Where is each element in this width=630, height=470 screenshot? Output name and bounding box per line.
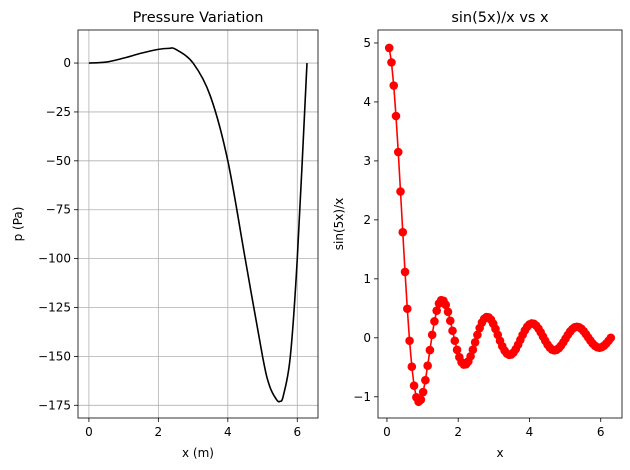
data-point-marker [427,330,437,340]
x-tick-label: 2 [454,425,462,439]
y-tick-label: 0 [363,331,371,345]
chart-title: sin(5x)/x vs x [451,10,549,26]
x-tick-label: 0 [383,425,391,439]
data-point-marker [416,395,426,404]
y-tick-label: −125 [38,301,71,315]
x-tick-label: 4 [526,425,534,439]
data-point-marker [473,330,482,340]
grid [78,30,318,418]
y-axis-label: sin(5x)/x [332,198,346,250]
axis-ticks: 0 2 4 6 0 −25 −50 −75 −100 −125 −150 −175 [38,56,301,439]
data-point-marker [450,336,460,346]
data-point-marker [606,333,616,343]
data-point-marker [405,336,414,346]
x-tick-label: 2 [155,425,163,439]
y-tick-label: −100 [38,252,71,266]
data-point-marker [396,187,405,196]
plot-frame [77,29,319,419]
data-point-marker [398,227,408,237]
axis-ticks: 0 2 4 6 −1 0 1 2 3 4 5 [353,36,604,439]
y-tick-label: 2 [363,213,371,227]
pressure-series-line [88,47,308,403]
data-point-marker [387,58,396,67]
data-point-marker [430,317,439,326]
data-point-marker [443,307,453,317]
y-tick-label: 1 [363,272,371,286]
y-tick-label: −150 [38,349,71,363]
data-point-marker [468,345,478,354]
data-point-marker [445,316,455,326]
x-tick-label: 4 [224,425,232,439]
data-point-marker [441,300,451,310]
data-point-marker [418,387,428,397]
data-point-marker [452,345,462,355]
data-point-marker [432,306,441,315]
y-tick-label: −50 [46,154,71,168]
sinc-chart: sin(5x)/x vs x 0 2 4 6 −1 0 1 2 3 4 5 x sin(5x)/x [332,10,623,460]
y-tick-label: 5 [363,36,371,50]
x-tick-label: 6 [597,425,605,439]
y-tick-label: −175 [38,398,71,412]
data-point-marker [389,81,399,90]
data-point-marker [407,362,417,372]
x-tick-label: 6 [293,425,301,439]
data-point-marker [470,338,480,347]
y-tick-label: −25 [46,105,71,119]
data-point-marker [448,326,457,336]
x-axis-label: x [496,446,503,460]
y-tick-label: 0 [63,56,71,70]
data-point-marker [393,147,403,157]
x-axis-label: x (m) [182,446,214,460]
data-point-marker [466,351,475,361]
sinc-series-markers [384,43,616,407]
y-tick-label: −75 [46,203,71,217]
y-tick-label: 4 [363,95,371,109]
data-point-marker [384,43,394,53]
data-point-marker [391,111,401,121]
plot-frame [377,29,623,419]
data-point-marker [400,267,410,277]
y-tick-label: −1 [353,390,371,404]
y-tick-label: 3 [363,154,371,168]
data-point-marker [409,381,419,390]
data-point-marker [425,345,435,355]
data-point-marker [403,304,412,314]
chart-title: Pressure Variation [133,10,264,26]
data-point-marker [423,361,432,371]
x-tick-label: 0 [85,425,93,439]
pressure-chart: Pressure Variation 0 2 4 6 0 −25 −50 −75 −100 −12… [11,10,319,460]
y-axis-label: p (Pa) [11,207,25,242]
data-point-marker [421,375,430,385]
